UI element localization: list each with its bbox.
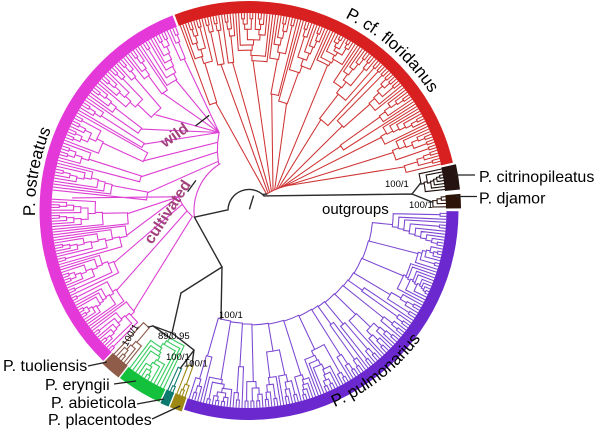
svg-text:100/1: 100/1: [385, 179, 409, 190]
svg-text:P. citrinopileatus: P. citrinopileatus: [479, 169, 594, 186]
svg-text:P. placentodes: P. placentodes: [48, 412, 152, 429]
svg-text:100/1: 100/1: [184, 359, 208, 370]
svg-text:89/0.95: 89/0.95: [158, 331, 190, 342]
svg-text:100/1: 100/1: [166, 352, 190, 363]
svg-text:P. abieticola: P. abieticola: [51, 395, 136, 412]
svg-text:P. djamor: P. djamor: [479, 191, 546, 208]
svg-text:P. eryngii: P. eryngii: [45, 377, 110, 394]
svg-text:100/1: 100/1: [219, 310, 243, 321]
svg-text:100/1: 100/1: [409, 200, 433, 211]
svg-text:P. tuoliensis: P. tuoliensis: [3, 358, 87, 375]
svg-text:outgroups: outgroups: [322, 201, 389, 218]
